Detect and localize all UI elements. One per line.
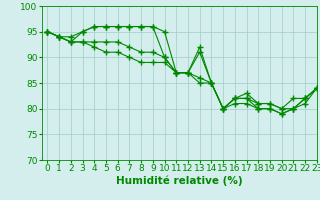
X-axis label: Humidité relative (%): Humidité relative (%) <box>116 176 243 186</box>
